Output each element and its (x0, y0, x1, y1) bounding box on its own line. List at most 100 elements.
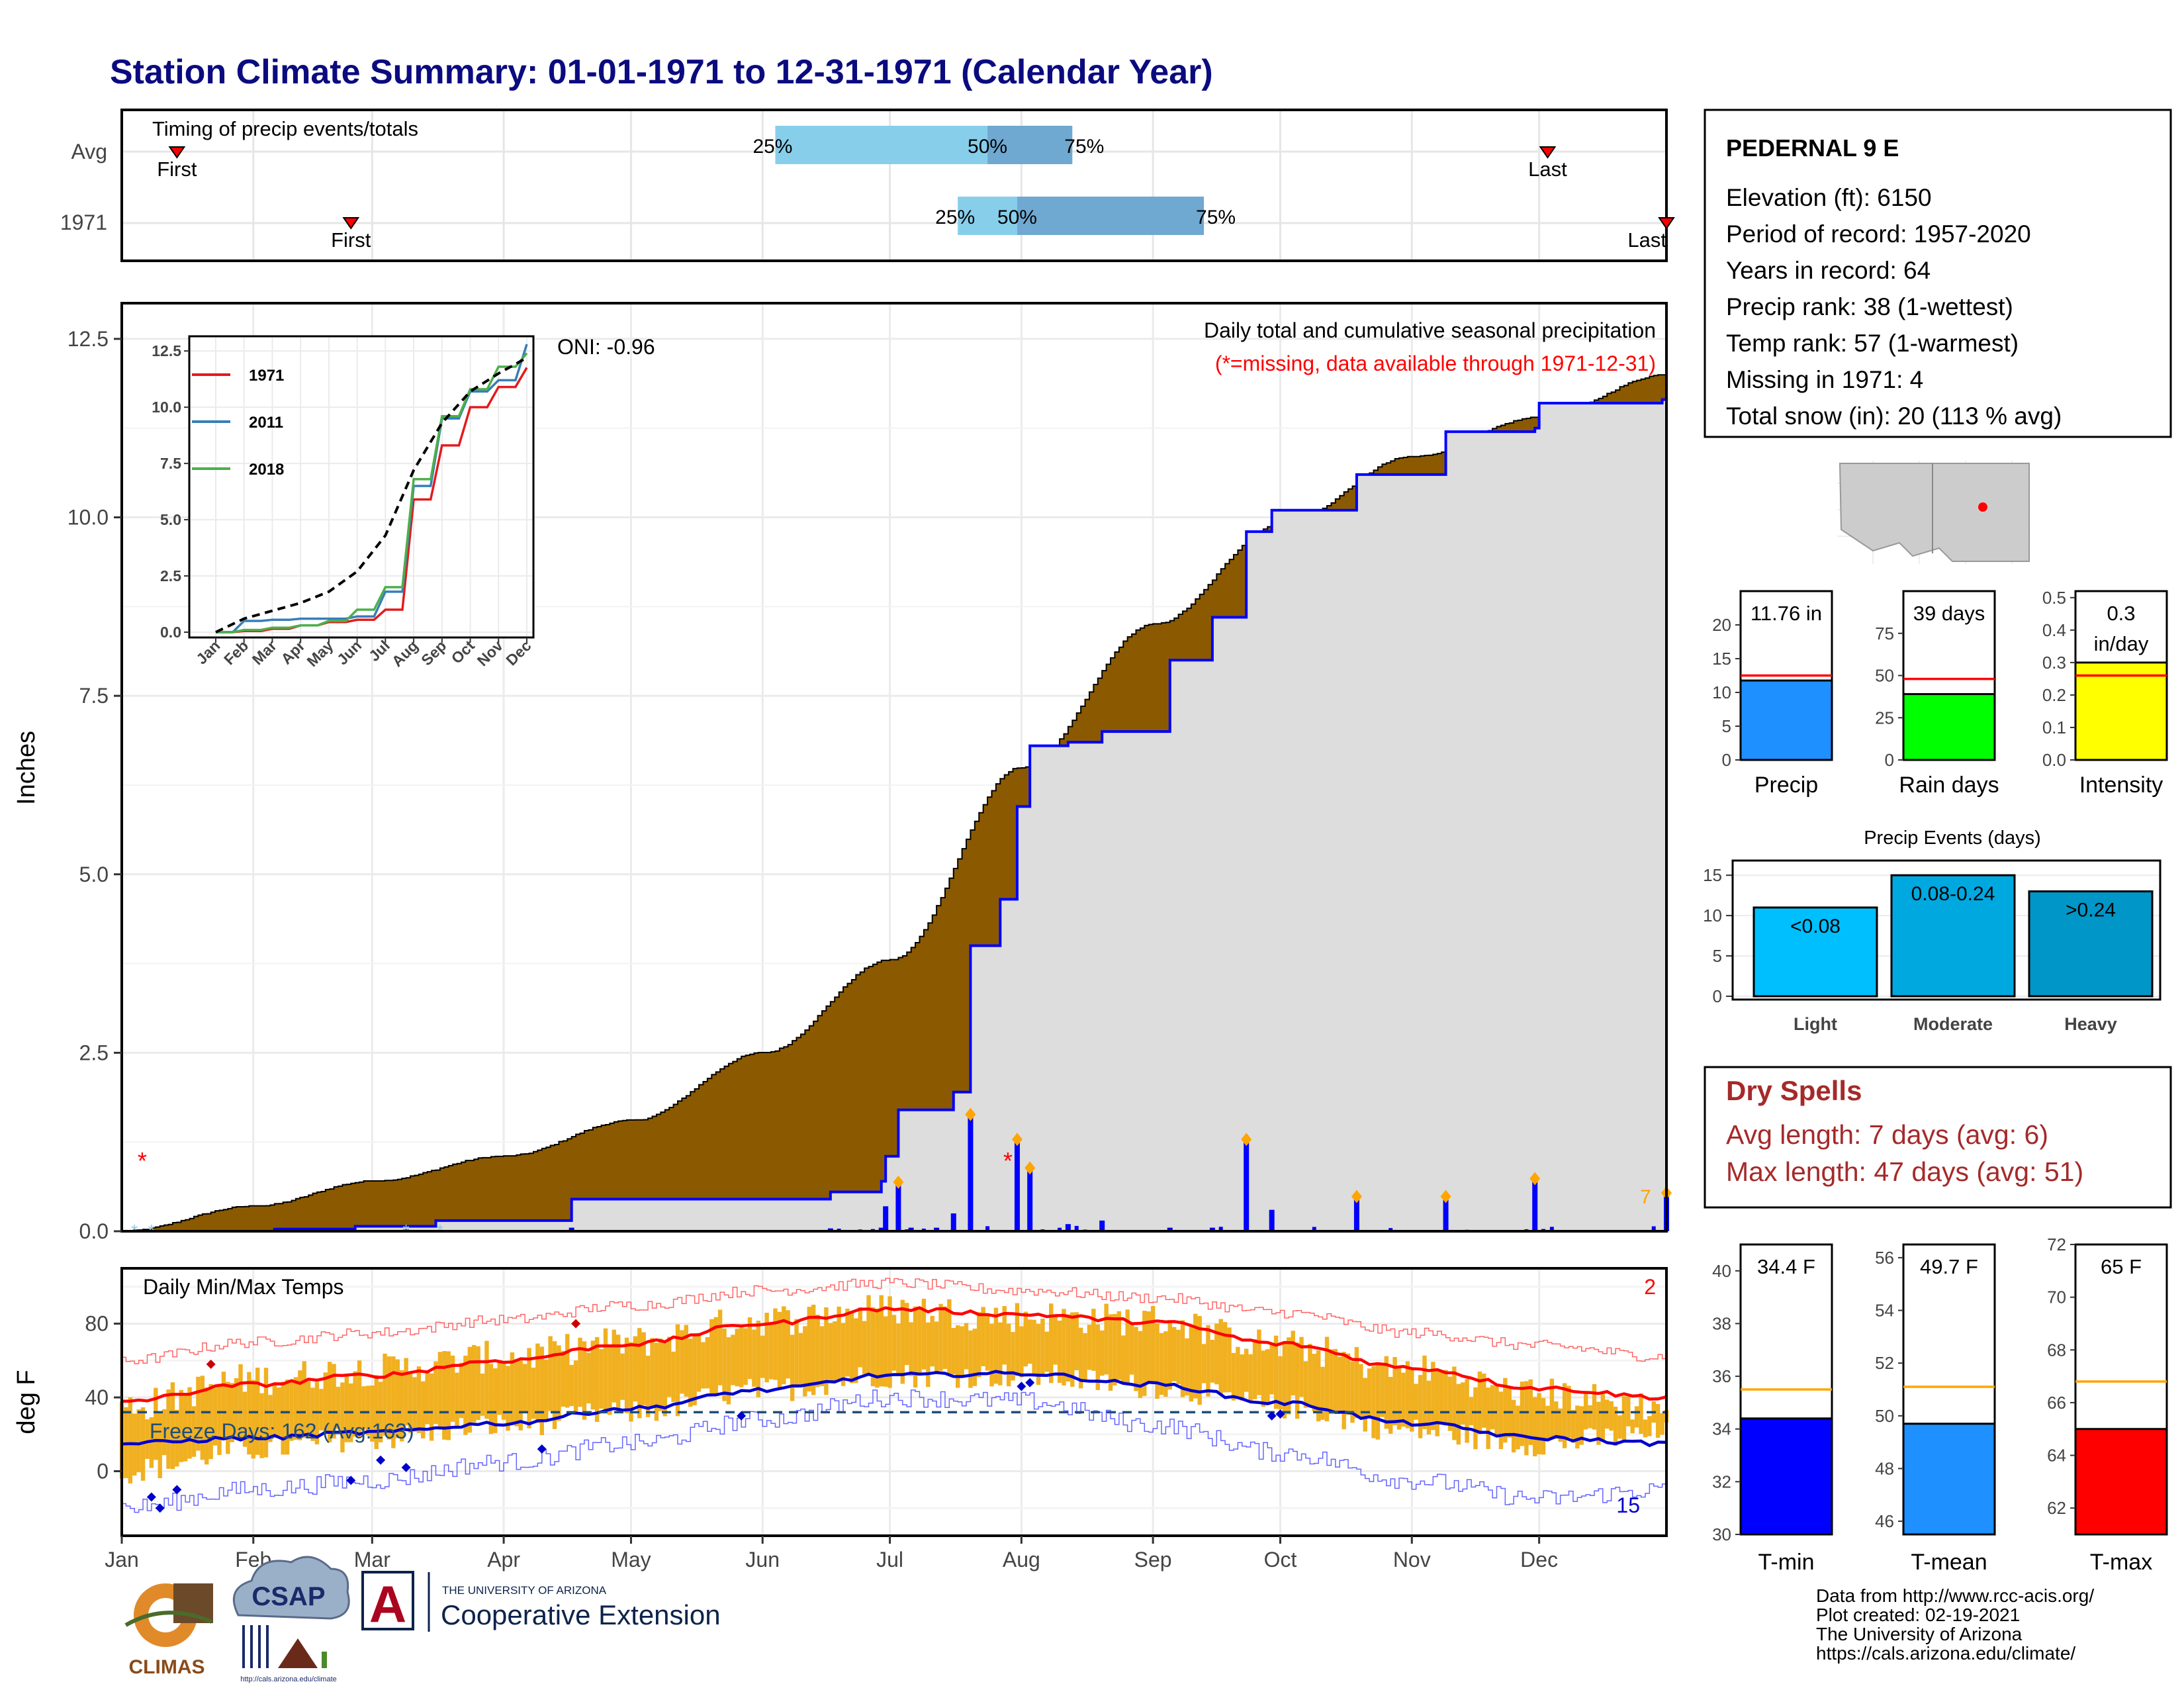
daily-temp-bar (1643, 1419, 1648, 1438)
temp-summary-0-value: 34.4 F (1757, 1255, 1815, 1278)
daily-temp-bar (1214, 1323, 1219, 1385)
daily-temp-bar (365, 1385, 371, 1436)
daily-temp-bar (866, 1295, 871, 1376)
daily-temp-bar (527, 1348, 531, 1429)
daily-temp-bar (1066, 1314, 1071, 1382)
record-low-marker (1017, 1382, 1026, 1391)
inset-legend-label: 2018 (249, 461, 284, 479)
daily-temp-bar (760, 1335, 765, 1378)
daily-temp-bar (506, 1366, 510, 1431)
month-label: Oct (1264, 1548, 1297, 1571)
obs-cumulative-line (122, 391, 1668, 1233)
daily-temp-bar (586, 1352, 591, 1404)
daily-temp-bar (713, 1317, 718, 1395)
timing-pct-25: 25% (752, 136, 792, 158)
daily-temp-bar (705, 1336, 710, 1389)
credit-line-url: https://cals.arizona.edu/climate/ (1816, 1643, 2075, 1664)
precip-ylabel: Inches (13, 731, 40, 805)
inset-ytick-label: 12.5 (152, 342, 181, 359)
precip-summary-2-ytick-label: 0.3 (2042, 653, 2066, 673)
daily-temp-bar (221, 1372, 226, 1440)
timing-pct-50: 50% (997, 207, 1037, 228)
daily-temp-bar (1049, 1303, 1054, 1383)
temp-summary-0-ytick-label: 40 (1712, 1261, 1731, 1281)
daily-temp-bar (170, 1382, 175, 1470)
precip-summary-2-ytick-label: 0.1 (2042, 718, 2066, 737)
daily-temp-bar (353, 1371, 357, 1437)
daily-temp-bar (1660, 1413, 1664, 1435)
daily-temp-bar (1236, 1346, 1240, 1399)
daily-temp-bar (858, 1307, 862, 1368)
daily-temp-bar (200, 1376, 205, 1460)
record-high-marker (571, 1319, 581, 1329)
temp-summary-1-value: 49.7 F (1920, 1255, 1978, 1278)
events-bar (2028, 890, 2154, 998)
daily-temp-bar (594, 1336, 600, 1423)
daily-temp-bar (1371, 1366, 1376, 1438)
month-label: Apr (487, 1548, 520, 1571)
daily-temp-bar (1240, 1354, 1244, 1401)
daily-temp-bar (854, 1318, 858, 1383)
daily-temp-bar (624, 1337, 629, 1413)
daily-temp-bar (1617, 1415, 1622, 1439)
daily-temp-bar (1338, 1356, 1342, 1411)
precip-summary-0-ytick-label: 5 (1722, 716, 1731, 736)
daily-temp-bar (951, 1328, 956, 1375)
daily-temp-bar (1159, 1333, 1164, 1395)
daily-temp-bar (1324, 1336, 1330, 1422)
daily-temp-bar (1541, 1397, 1546, 1455)
timing-label: Timing of precip events/totals (152, 117, 418, 140)
daily-temp-bar (1545, 1405, 1550, 1441)
precip-summary-0-ytick-label: 10 (1712, 682, 1731, 702)
daily-temp-bar (701, 1342, 705, 1389)
dry-spells-avg: Avg length: 7 days (avg: 6) (1726, 1119, 2048, 1150)
daily-temp-bar (285, 1380, 290, 1455)
daily-temp-bar (357, 1360, 362, 1438)
dry-spells-title: Dry Spells (1726, 1075, 1862, 1106)
daily-temp-bar (1265, 1349, 1270, 1403)
daily-temp-bar (862, 1321, 867, 1374)
daily-temp-bar (680, 1330, 684, 1394)
daily-temp-bar (522, 1364, 527, 1413)
daily-temp-bar (960, 1326, 964, 1376)
daily-temp-bar (1108, 1314, 1113, 1391)
daily-temp-bar (743, 1328, 748, 1385)
missing-marker: * (138, 1147, 147, 1174)
daily-temp-bar (548, 1336, 553, 1411)
temp-summary-2-ytick-label: 72 (2047, 1235, 2066, 1254)
daily-temp-bar (790, 1335, 795, 1401)
daily-temp-bar (1596, 1401, 1601, 1445)
temp-summary-0-ytick-label: 34 (1712, 1419, 1731, 1439)
temp-summary-1-ytick-label: 50 (1875, 1406, 1894, 1426)
daily-temp-bar (429, 1373, 434, 1441)
daily-precip-bar (827, 1228, 833, 1231)
daily-precip-bar (895, 1184, 901, 1231)
daily-temp-bar (1486, 1387, 1490, 1449)
daily-temp-bar (1575, 1405, 1580, 1449)
daily-temp-bar (344, 1374, 349, 1442)
daily-temp-bar (968, 1330, 973, 1388)
avg-tmin-line (121, 1370, 1667, 1448)
daily-temp-bar (1104, 1303, 1109, 1375)
daily-temp-bar (1418, 1375, 1423, 1438)
locator-map (1837, 461, 2030, 564)
daily-temp-bar (1414, 1383, 1418, 1420)
daily-temp-bar (1380, 1365, 1385, 1417)
daily-temp-bar (837, 1306, 841, 1380)
daily-temp-bar (875, 1308, 880, 1388)
timing-pct-75: 75% (1196, 207, 1236, 228)
daily-temp-bar (1350, 1361, 1355, 1423)
daily-temp-bar (1218, 1319, 1223, 1395)
daily-precip-bar (934, 1227, 940, 1231)
precip-ytick-label: 5.0 (79, 863, 109, 886)
daily-temp-bar (552, 1341, 557, 1429)
daily-temp-bar (1520, 1382, 1525, 1446)
daily-temp-bar (1019, 1326, 1024, 1378)
daily-precip-marker (1351, 1190, 1362, 1203)
daily-temp-bar (926, 1322, 931, 1387)
daily-temp-bar (327, 1362, 332, 1442)
daily-temp-bar (497, 1362, 502, 1415)
daily-temp-bar (361, 1386, 366, 1430)
daily-temp-bar (828, 1323, 833, 1383)
daily-precip-bar (1532, 1181, 1538, 1231)
